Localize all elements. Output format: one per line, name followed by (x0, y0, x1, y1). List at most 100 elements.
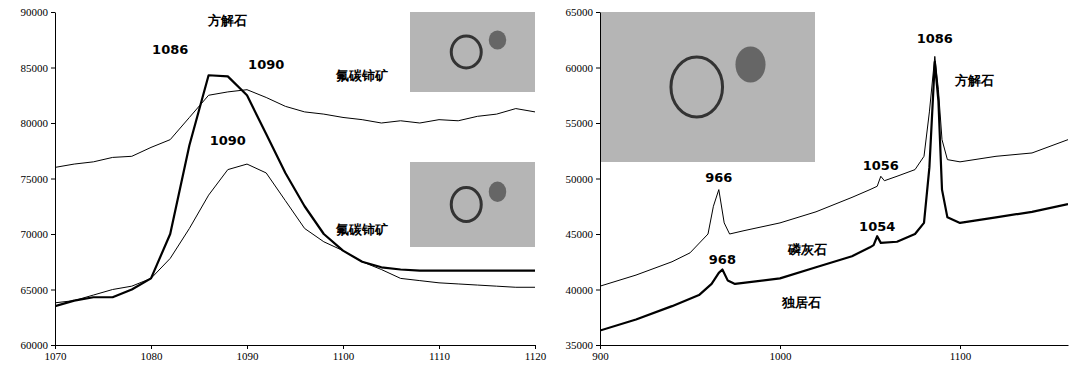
tick-label: 40000 (566, 284, 594, 296)
axis-line (601, 345, 1069, 346)
tick: 35000 (566, 339, 601, 351)
annotation: 氟碳铈矿 (335, 68, 388, 83)
tick: 65000 (566, 6, 601, 18)
tick-mark (439, 345, 440, 349)
annotation: 独居石 (781, 295, 821, 310)
tick-label: 1090 (237, 350, 260, 362)
tick-mark (151, 345, 152, 349)
tick: 900 (592, 345, 609, 362)
tick-label: 1070 (45, 350, 68, 362)
tick: 1100 (950, 345, 972, 362)
tick-mark (596, 12, 600, 13)
tick: 60000 (566, 62, 601, 74)
tick-label: 35000 (566, 339, 594, 351)
inset-background (410, 162, 535, 247)
annotation: 磷灰石 (787, 242, 827, 257)
x-axis: 900 1000 1100 (592, 345, 1068, 362)
spectrum-line (55, 75, 535, 306)
tick-mark (51, 234, 55, 235)
inset-background (600, 12, 815, 162)
tick-mark (596, 123, 600, 124)
tick-label: 1100 (950, 350, 972, 362)
tick-mark (780, 345, 781, 349)
tick-label: 65000 (566, 6, 594, 18)
tick-label: 1120 (525, 350, 547, 362)
annotation: 966 (705, 170, 732, 185)
tick: 60000 (21, 339, 56, 351)
tick-label: 70000 (21, 228, 49, 240)
tick-mark (600, 345, 601, 349)
tick: 70000 (21, 228, 56, 240)
axis-line (600, 13, 601, 346)
photo-inset (410, 162, 535, 247)
tick-mark (596, 179, 600, 180)
tick-label: 1110 (429, 350, 451, 362)
tick-mark (55, 345, 56, 349)
tick: 80000 (21, 117, 56, 129)
annotations: 1086方解石96696810561054磷灰石独居石 (705, 31, 994, 310)
inset-blob (489, 30, 507, 49)
tick: 85000 (21, 62, 56, 74)
tick: 45000 (566, 228, 601, 240)
tick: 1000 (770, 345, 793, 362)
annotation: 1056 (863, 158, 899, 173)
tick-label: 80000 (21, 117, 49, 129)
tick-label: 60000 (566, 62, 594, 74)
spectrum-line (600, 62, 1068, 331)
axis-line (56, 345, 536, 346)
tick: 55000 (566, 117, 601, 129)
tick-mark (535, 345, 536, 349)
tick-mark (51, 68, 55, 69)
tick-mark (960, 345, 961, 349)
tick-mark (343, 345, 344, 349)
tick-mark (596, 345, 600, 346)
spectrum-line (55, 164, 535, 303)
inset-blob (451, 36, 481, 68)
tick: 1090 (237, 345, 260, 362)
tick-mark (596, 290, 600, 291)
chart-root: 1070 1080 1090 1100 1110 1120 60000 65000 70000 7… (0, 0, 1080, 375)
photo-inset (410, 12, 535, 92)
tick: 1110 (429, 345, 451, 362)
annotation: 1090 (248, 57, 284, 72)
tick-label: 55000 (566, 117, 594, 129)
tick-mark (51, 179, 55, 180)
tick: 1080 (141, 345, 164, 362)
tick-mark (596, 234, 600, 235)
tick-label: 45000 (566, 228, 594, 240)
panel: 900 1000 1100 35000 40000 45000 50000 55000 6000… (566, 6, 1069, 362)
spectrum-line (600, 56, 1068, 286)
tick-label: 90000 (21, 6, 49, 18)
tick-label: 1080 (141, 350, 164, 362)
photo-inset (600, 12, 815, 162)
tick-mark (596, 68, 600, 69)
tick-mark (51, 12, 55, 13)
annotation: 968 (709, 252, 736, 267)
tick-label: 1000 (770, 350, 793, 362)
plot-area (600, 56, 1068, 330)
tick: 1120 (525, 345, 547, 362)
annotation: 方解石 (954, 73, 994, 88)
tick: 50000 (566, 173, 601, 185)
tick-mark (247, 345, 248, 349)
y-axis: 60000650007000075000800008500090000 (21, 6, 56, 351)
tick-mark (51, 290, 55, 291)
spectrum-line (55, 90, 535, 168)
inset-blob (735, 47, 765, 83)
annotation: 氟碳铈矿 (335, 222, 388, 237)
tick-label: 75000 (21, 173, 49, 185)
tick: 75000 (21, 173, 56, 185)
inset-blob (451, 188, 481, 222)
annotation: 1086 (152, 42, 188, 57)
tick-label: 900 (592, 350, 609, 362)
tick-mark (51, 345, 55, 346)
x-axis: 107010801090110011101120 (45, 345, 547, 362)
inset-blob (489, 182, 507, 202)
tick: 40000 (566, 284, 601, 296)
annotation: 方解石 (207, 13, 247, 28)
inset-blob (671, 57, 723, 117)
inset-background (410, 12, 535, 92)
annotation: 1086 (917, 31, 953, 46)
tick-label: 85000 (21, 62, 49, 74)
annotation: 1090 (210, 133, 246, 148)
